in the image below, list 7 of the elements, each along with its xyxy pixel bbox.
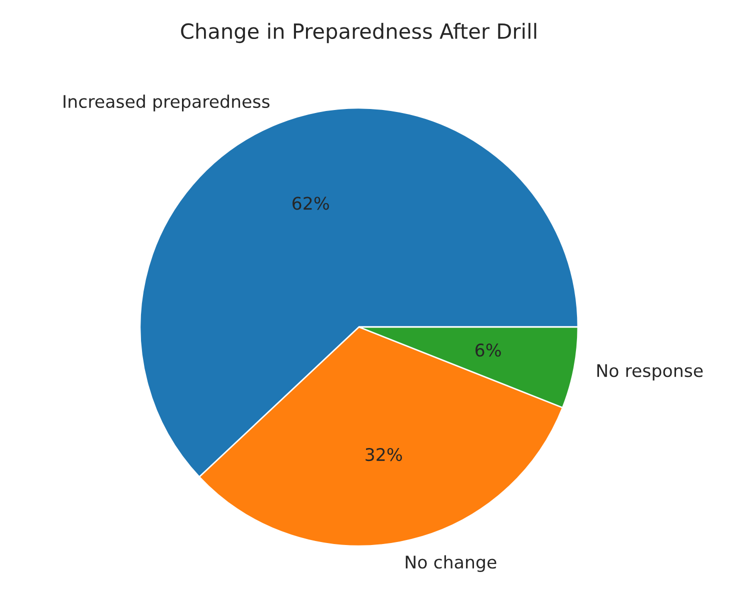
- slice-label: Increased preparedness: [64, 94, 270, 112]
- data-label: 62%: [292, 196, 329, 210]
- slice-label: No change: [406, 555, 496, 572]
- data-label: 6%: [476, 344, 501, 357]
- slice-label: No response: [597, 364, 703, 381]
- chart-title: Change in Preparedness After Drill: [181, 22, 536, 44]
- data-label: 32%: [366, 448, 402, 462]
